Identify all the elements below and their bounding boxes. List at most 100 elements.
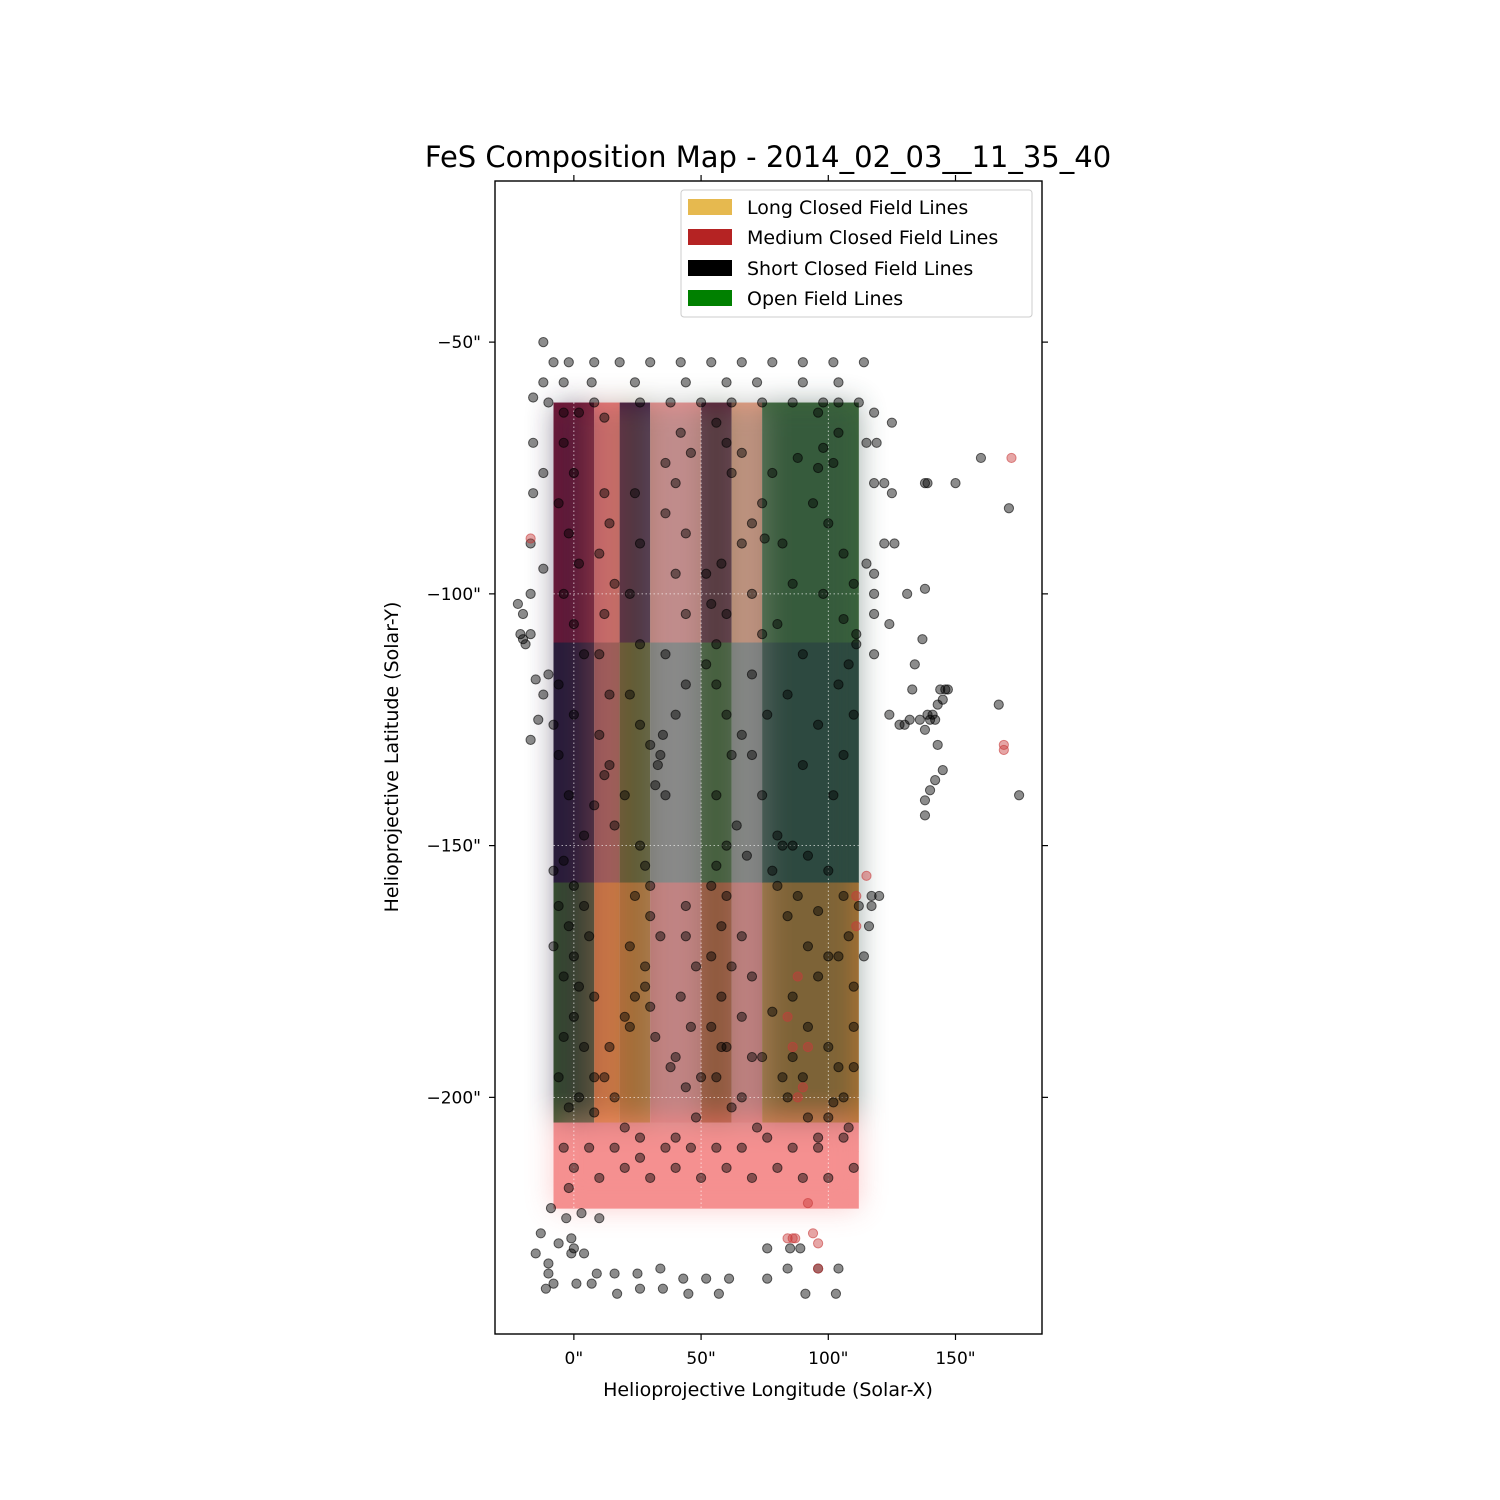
- data-point: [838, 1132, 849, 1143]
- data-point: [721, 437, 732, 448]
- data-point: [609, 1268, 620, 1279]
- data-point: [655, 749, 666, 761]
- data-point: [619, 790, 630, 801]
- data-point: [589, 1107, 600, 1118]
- data-point: [612, 1288, 623, 1299]
- data-point: [838, 749, 849, 761]
- data-point: [1014, 790, 1025, 801]
- data-point: [604, 1041, 615, 1053]
- data-point: [818, 442, 829, 453]
- data-point: [670, 477, 681, 489]
- y-tick-label: −50": [437, 333, 481, 353]
- data-point: [937, 764, 948, 776]
- data-point: [528, 488, 539, 499]
- x-tick-label: 150": [935, 1349, 975, 1369]
- data-point: [685, 447, 697, 458]
- data-point: [848, 1162, 859, 1173]
- data-point: [833, 951, 844, 962]
- data-point: [619, 1162, 630, 1173]
- data-point: [609, 1092, 620, 1103]
- data-point: [634, 397, 646, 408]
- data-point: [787, 1142, 798, 1153]
- data-point: [828, 1097, 839, 1108]
- data-point: [998, 744, 1009, 756]
- data-point: [777, 1072, 788, 1083]
- data-point: [561, 1213, 572, 1224]
- legend-swatch-short: [688, 260, 732, 276]
- data-point: [517, 634, 529, 645]
- data-point: [706, 951, 717, 962]
- data-point: [757, 629, 768, 640]
- data-point: [861, 437, 872, 448]
- data-point: [584, 1142, 595, 1153]
- data-point: [762, 1132, 773, 1143]
- data-point: [782, 1263, 793, 1274]
- data-point: [538, 467, 549, 479]
- data-point: [868, 568, 880, 579]
- data-point: [838, 890, 849, 902]
- data-point: [599, 1072, 610, 1083]
- data-point: [535, 1228, 546, 1239]
- data-point: [807, 498, 819, 509]
- data-point: [512, 598, 523, 610]
- data-point: [558, 855, 569, 866]
- data-point: [716, 558, 727, 569]
- data-point: [578, 1041, 590, 1053]
- data-point: [861, 870, 872, 881]
- x-tick-label: 100": [808, 1349, 848, 1369]
- data-point: [634, 538, 646, 549]
- data-point: [543, 1258, 554, 1269]
- data-point: [802, 1112, 814, 1123]
- chart-title: FeS Composition Map - 2014_02_03__11_35_…: [425, 140, 1111, 174]
- data-point: [797, 649, 808, 660]
- data-point: [543, 397, 554, 408]
- data-point: [736, 729, 747, 740]
- data-point: [670, 709, 681, 720]
- data-point: [843, 659, 854, 670]
- data-point: [634, 719, 646, 730]
- data-point: [675, 991, 686, 1002]
- legend-label-long: Long Closed Field Lines: [747, 197, 968, 219]
- data-point: [851, 921, 862, 932]
- data-point: [594, 548, 605, 559]
- data-point: [558, 971, 569, 982]
- data-point: [848, 1062, 859, 1073]
- data-point: [690, 1112, 702, 1123]
- data-point: [879, 477, 890, 489]
- data-point: [813, 905, 824, 917]
- data-point: [782, 1233, 793, 1244]
- data-point: [716, 1041, 727, 1053]
- data-point: [787, 397, 798, 408]
- data-point: [680, 608, 691, 620]
- data-point: [723, 1273, 735, 1284]
- data-point: [858, 951, 870, 962]
- data-point: [568, 1243, 579, 1254]
- data-point: [538, 689, 549, 700]
- data-point: [599, 488, 610, 499]
- legend: Long Closed Field Lines Medium Closed Fi…: [680, 189, 1033, 318]
- data-point: [797, 357, 808, 368]
- data-point: [553, 1072, 564, 1083]
- data-point: [917, 634, 928, 645]
- data-point: [645, 1001, 656, 1012]
- data-point: [576, 1208, 587, 1219]
- data-point: [558, 1142, 569, 1153]
- data-point: [685, 1021, 697, 1032]
- data-point: [599, 412, 610, 423]
- y-tick-label: −200": [426, 1088, 481, 1108]
- data-point: [886, 417, 897, 428]
- legend-label-short: Short Closed Field Lines: [747, 258, 973, 280]
- data-point: [851, 639, 862, 650]
- data-point: [604, 518, 615, 529]
- data-point: [884, 709, 895, 720]
- data-point: [652, 759, 663, 771]
- map-glow-cell: [619, 402, 651, 1123]
- data-point: [807, 1228, 819, 1239]
- data-point: [599, 770, 610, 781]
- data-point: [823, 951, 834, 962]
- data-point: [879, 538, 890, 549]
- data-point: [886, 488, 897, 499]
- data-point: [701, 1273, 712, 1284]
- data-point: [792, 890, 803, 902]
- data-point: [772, 830, 783, 841]
